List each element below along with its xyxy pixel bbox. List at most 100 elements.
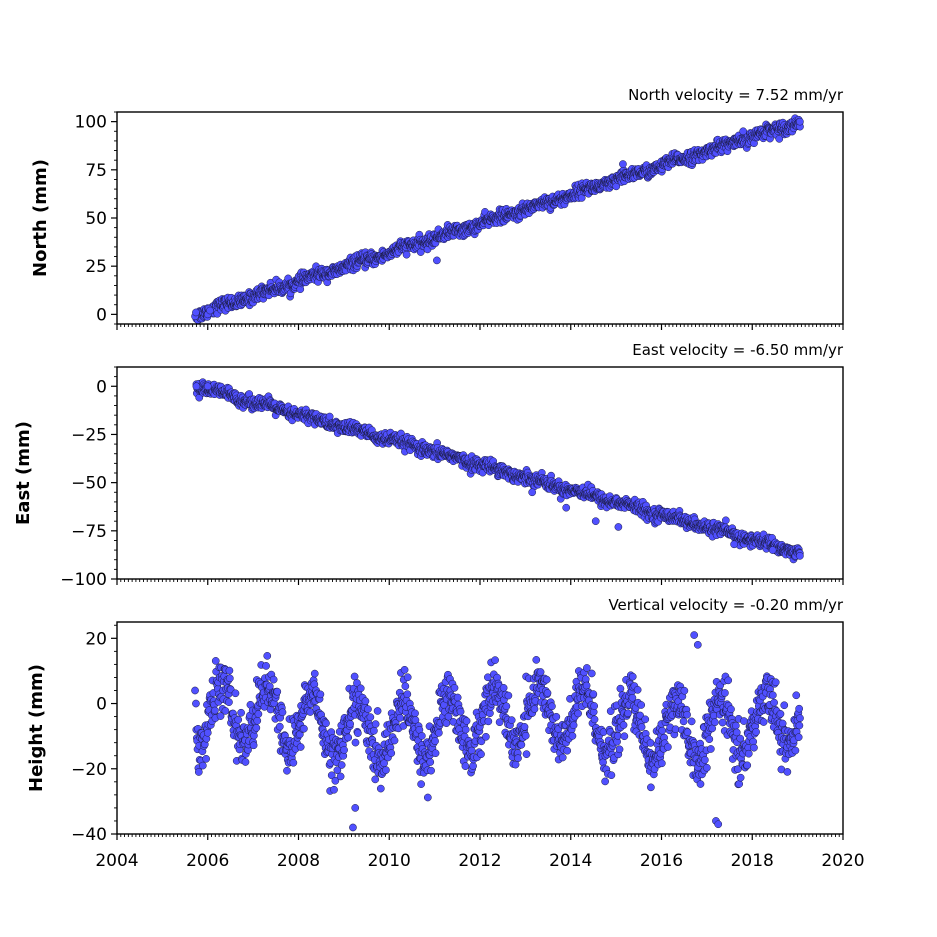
east-data-point — [203, 382, 212, 391]
height-data-point — [366, 713, 375, 721]
height-data-point — [646, 739, 655, 747]
east-y-tick-label: 0 — [96, 377, 107, 397]
height-data-point — [322, 719, 330, 728]
height-data-point — [795, 704, 804, 713]
north-y-axis-label: North (mm) — [30, 159, 51, 277]
height-data-point — [337, 761, 346, 769]
height-data-point — [703, 763, 711, 772]
height-data-point — [269, 675, 278, 684]
height-data-point — [727, 705, 735, 714]
height-data-point — [568, 732, 577, 740]
height-data-point — [340, 746, 348, 754]
height-data-point — [724, 676, 733, 685]
height-data-point — [203, 728, 212, 737]
height-data-point — [411, 709, 419, 718]
height-data-point — [350, 672, 359, 681]
height-data-point — [265, 682, 274, 691]
height-data-point — [316, 690, 325, 699]
east-ticks: 0−25−50−75−100 — [60, 366, 844, 590]
height-data-point — [680, 686, 689, 695]
height-data-point — [336, 772, 345, 781]
height-data-point — [344, 733, 353, 742]
height-data-point — [558, 753, 567, 762]
height-data-point — [390, 736, 399, 745]
height-data-point — [735, 780, 744, 788]
height-data-point — [221, 707, 230, 715]
height-data-point — [396, 714, 404, 722]
height-data-point — [768, 691, 777, 700]
height-data-point — [300, 724, 308, 733]
height-data-point — [734, 765, 742, 773]
north-y-tick-label: 50 — [85, 209, 107, 229]
height-data-point — [351, 804, 360, 812]
north-data-point — [619, 160, 627, 168]
height-data-point — [254, 710, 263, 718]
height-data-point — [330, 785, 338, 794]
height-data-point — [706, 745, 715, 753]
height-data-point — [231, 689, 240, 698]
height-data-point — [477, 750, 485, 759]
height-data-point — [361, 697, 370, 706]
height-data-point — [616, 684, 625, 693]
east-data-point — [721, 516, 730, 525]
height-data-point — [683, 710, 691, 719]
height-data-point — [581, 675, 590, 683]
height-data-point — [444, 712, 453, 721]
height-data-point — [491, 656, 499, 664]
height-data-point — [590, 702, 599, 710]
height-data-point — [482, 732, 490, 741]
height-data-point — [346, 720, 354, 728]
height-data-point — [411, 716, 420, 724]
height-data-point — [687, 717, 696, 726]
height-data-point — [714, 820, 723, 829]
height-data-point — [587, 669, 596, 678]
height-data-point — [647, 783, 655, 792]
height-data-point — [289, 758, 298, 767]
height-data-point — [574, 709, 582, 718]
height-data-point — [743, 761, 752, 770]
height-data-point — [637, 701, 646, 709]
height-data-point — [536, 668, 545, 676]
east-y-tick-label: −75 — [71, 522, 107, 542]
height-data-point — [486, 709, 494, 718]
height-data-point — [504, 691, 513, 700]
north-data-point — [775, 135, 784, 143]
height-y-tick-label: 20 — [85, 629, 107, 649]
height-data-point — [435, 729, 443, 737]
north-y-tick-label: 100 — [75, 113, 107, 133]
height-data-point — [296, 743, 305, 751]
height-data-point — [732, 728, 741, 737]
east-data-point — [325, 412, 334, 421]
height-data-point — [403, 673, 412, 682]
height-data-point — [426, 758, 435, 766]
height-data-point — [520, 723, 529, 731]
height-data-point — [351, 738, 360, 747]
height-data-point — [211, 706, 219, 715]
east-data-point — [730, 540, 738, 549]
height-panel-title: Vertical velocity = -0.20 mm/yr — [608, 596, 843, 614]
height-data-point — [453, 693, 462, 702]
height-data-point — [275, 722, 284, 731]
height-data-point — [636, 711, 644, 720]
height-data-point — [253, 716, 262, 725]
height-data-point — [619, 721, 628, 729]
height-data-point — [637, 723, 646, 731]
height-data-point — [353, 729, 362, 737]
height-data-point — [442, 719, 451, 728]
height-data-point — [759, 718, 768, 726]
height-data-point — [191, 686, 199, 695]
height-data-point — [548, 702, 556, 711]
height-data-point — [382, 766, 390, 774]
height-data-point — [263, 652, 272, 660]
height-data-point — [770, 698, 778, 707]
height-data-point — [456, 707, 465, 716]
north-plot-frame — [116, 111, 844, 325]
height-data-point — [467, 746, 476, 755]
height-data-point — [613, 732, 622, 740]
height-data-point — [273, 687, 282, 696]
height-data-point — [400, 665, 409, 674]
height-data-point — [628, 672, 637, 681]
height-data-point — [370, 726, 378, 735]
height-data-point — [495, 718, 504, 727]
height-data-point — [607, 771, 616, 780]
